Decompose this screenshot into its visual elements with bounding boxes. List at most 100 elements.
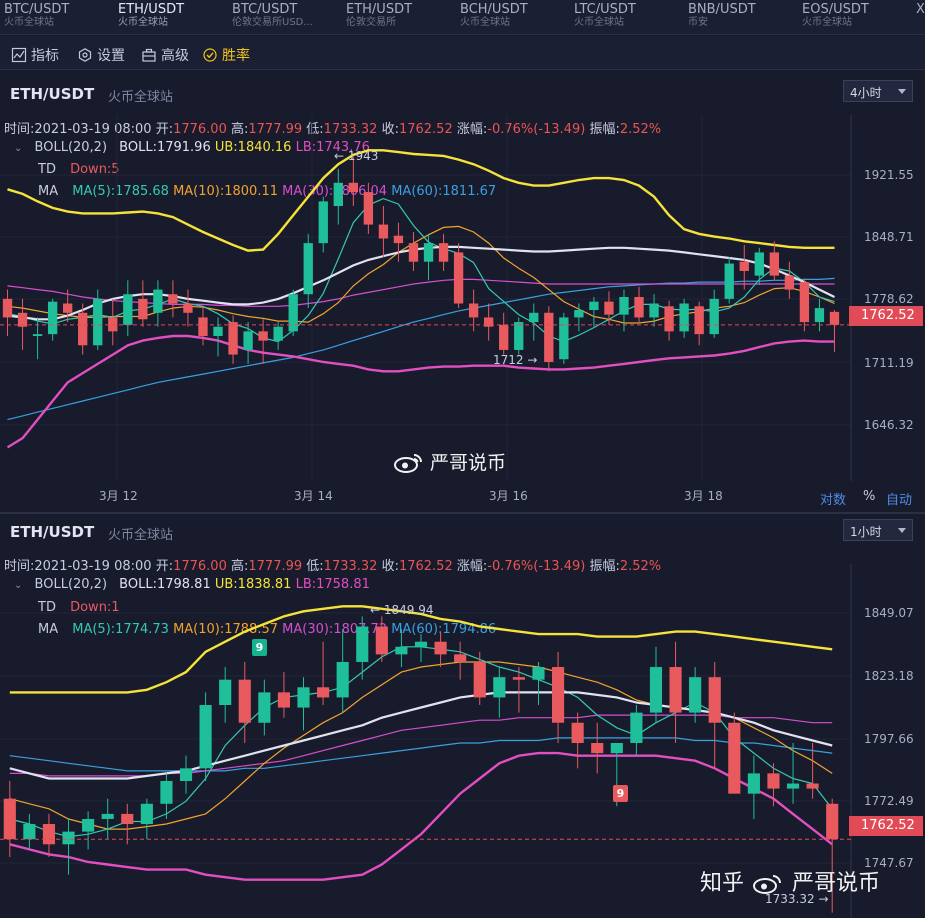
candle-body: [123, 294, 133, 325]
candle-body: [434, 641, 447, 655]
indicator-label: 指标: [31, 48, 59, 64]
candle-body: [454, 654, 467, 662]
candle-body: [574, 310, 584, 318]
exchange-label: 火币全球站: [108, 90, 174, 105]
candle-body: [318, 201, 328, 244]
log-scale-toggle[interactable]: 对数: [820, 493, 847, 508]
pair-tab[interactable]: EOS/USDT 火币全球站: [798, 0, 869, 35]
timeframe-select[interactable]: 1小时: [843, 519, 913, 541]
candle-body: [160, 780, 173, 804]
change-value: -0.76%(-13.49): [487, 122, 586, 137]
candle-body: [228, 322, 238, 355]
pair-tab[interactable]: LTC/USDT 火币全球站: [570, 0, 636, 35]
timeframe-select[interactable]: 4小时: [843, 80, 913, 102]
indicator-button[interactable]: 指标: [11, 45, 59, 65]
candle-body: [198, 317, 208, 336]
timeframe-value: 4小时: [850, 86, 882, 100]
pair-tab-symbol: ETH/USDT: [346, 2, 413, 17]
td-sell-setup-marker: 9: [613, 785, 628, 802]
close-value: 1762.52: [398, 122, 453, 137]
change-label: 涨幅:: [456, 122, 488, 137]
boll-legend[interactable]: ⌄ BOLL(20,2) BOLL:1791.96 UB:1840.16 LB:…: [14, 140, 370, 155]
candle-body: [694, 306, 704, 335]
boll-ub: UB:1840.16: [214, 140, 292, 155]
winrate-label: 胜率: [222, 48, 250, 64]
pair-tab[interactable]: X: [912, 0, 925, 35]
candle-body: [619, 297, 629, 315]
candle-body: [375, 626, 388, 655]
pair-tab[interactable]: BTC/USDT 火币全球站: [0, 0, 69, 35]
pair-tab-exchange: 火币全球站: [802, 17, 852, 28]
chart-toolbar: 指标 设置 高级 胜率: [0, 36, 925, 70]
boll-legend[interactable]: ⌄ BOLL(20,2) BOLL:1798.81 UB:1838.81 LB:…: [14, 577, 370, 592]
candle-body: [258, 692, 271, 723]
candle-body: [589, 301, 599, 310]
auto-scale-toggle[interactable]: 自动: [886, 493, 913, 508]
boll-lower-line: [9, 751, 833, 881]
candle-body: [649, 303, 659, 318]
td-name: TD: [38, 600, 56, 615]
candle-body: [393, 235, 404, 244]
pair-tab-exchange: 币安: [688, 17, 708, 28]
chart-panel-4h: ETH/USDT 火币全球站 4小时 时间:2021-03-19 08:00 开…: [0, 71, 925, 512]
pair-tab[interactable]: BNB/USDT 币安: [684, 0, 756, 35]
ohlc-info: 时间:2021-03-19 08:00 开:1776.00 高:1777.99 …: [4, 555, 661, 574]
td-legend[interactable]: TD Down:1: [38, 600, 120, 615]
candle-body: [356, 626, 369, 662]
advanced-button[interactable]: 高级: [142, 45, 189, 65]
td-name: TD: [38, 162, 56, 177]
candle-body: [499, 324, 509, 350]
candle-body: [728, 722, 741, 794]
open-label: 开:: [155, 559, 174, 574]
pair-tab-exchange: 火币全球站: [460, 17, 510, 28]
gear-icon: [78, 48, 92, 62]
pair-tab-exchange: 火币全球站: [118, 17, 168, 28]
candle-body: [724, 263, 734, 299]
indicator-icon: [11, 47, 27, 63]
ma-name: MA: [38, 622, 59, 637]
watermark-text: 严哥说币: [792, 871, 881, 896]
boll-upper-line: [7, 149, 835, 252]
candle-body: [483, 317, 494, 327]
last-price-tag: 1762.52: [849, 816, 923, 836]
x-axis-label: 3月 14: [294, 489, 333, 503]
candle-body: [453, 252, 464, 304]
winrate-button[interactable]: 胜率: [203, 45, 250, 65]
pair-tab-symbol: LTC/USDT: [574, 2, 636, 17]
pair-tab[interactable]: ETH/USDT 伦敦交易所: [342, 0, 412, 35]
settings-button[interactable]: 设置: [78, 45, 125, 65]
percent-scale-toggle[interactable]: %: [863, 489, 876, 504]
candle-body: [395, 646, 408, 655]
high-value: 1777.99: [248, 559, 303, 574]
candle-body: [219, 679, 232, 706]
zhihu-label: 知乎: [700, 871, 745, 896]
low-value: 1733.32: [323, 122, 378, 137]
settings-label: 设置: [97, 48, 125, 64]
watermark-text: 严哥说币: [430, 452, 507, 474]
ma5-value: MA(5):1774.73: [72, 622, 169, 637]
candle-body: [473, 661, 486, 698]
candle-body: [3, 798, 16, 840]
ohlc-info: 时间:2021-03-19 08:00 开:1776.00 高:1777.99 …: [4, 118, 661, 137]
pair-tab[interactable]: BCH/USDT 火币全球站: [456, 0, 528, 35]
candle-body: [78, 312, 88, 346]
candle-body: [297, 687, 310, 708]
candle-body: [630, 712, 643, 743]
boll-upper-line: [9, 605, 833, 694]
pair-tab-symbol: BTC/USDT: [4, 2, 70, 17]
candle-body: [826, 803, 839, 840]
td-legend[interactable]: TD Down:5: [38, 162, 120, 177]
low-label: 低:: [306, 559, 324, 574]
candle-body: [438, 243, 449, 262]
candle-body: [591, 743, 604, 754]
candlestick-chart-1h[interactable]: [0, 514, 925, 918]
candlestick-chart-4h[interactable]: [0, 71, 925, 512]
corner-watermark: 知乎 严哥说币: [700, 865, 880, 897]
candle-body: [303, 243, 313, 295]
pair-tab[interactable]: ETH/USDT 火币全球站: [114, 0, 184, 35]
pair-tab-symbol: ETH/USDT: [118, 2, 185, 17]
ma60-value: MA(60):1811.67: [391, 184, 497, 199]
candle-body: [273, 326, 283, 341]
pair-tab[interactable]: BTC/USDT 伦敦交易所USD...: [228, 0, 313, 35]
high-label: 高:: [230, 122, 249, 137]
